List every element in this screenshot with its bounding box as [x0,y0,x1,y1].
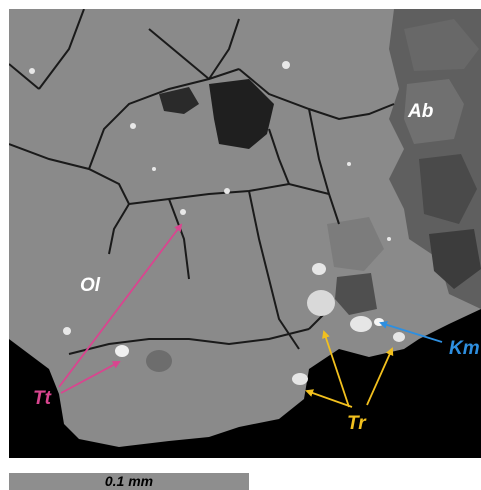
albite-grain-mid [404,19,479,71]
tt-arrow-1 [58,223,183,388]
km-arrow [379,320,443,343]
label-km: Km [449,338,480,359]
grain-mid-right [327,217,384,271]
troilite-grain-1 [307,290,335,316]
micrograph-image: Ab Ol Tt Tr Km [9,9,481,458]
fracture-zone [209,79,274,149]
troilite-grain-3 [393,332,405,342]
dark-inclusion [146,350,172,372]
small-bright-grain [312,263,326,275]
grain-dark-right [335,273,377,315]
label-ab: Ab [407,101,434,122]
scale-bar-label: 0.1 mm [104,473,154,489]
olivine-grain [9,9,481,447]
label-tr: Tr [347,413,367,434]
bright-inclusions [29,61,391,335]
tetrataenite-grain [115,345,129,357]
albite-grain-dark-2 [429,229,481,289]
scale-bar: 0.1 mm [9,473,249,490]
label-ol: Ol [80,275,101,296]
tt-arrow-2 [60,361,121,394]
tr-arrow-2 [305,389,353,408]
albite-grain-dark [419,154,477,224]
tr-arrow-3 [366,347,394,406]
label-tt: Tt [33,388,52,409]
troilite-grain-2 [350,316,372,332]
fracture-zone-2 [159,87,199,114]
albite-grain-light [404,79,464,144]
tr-arrow-1 [322,330,350,408]
troilite-grain-4 [292,373,308,385]
kamacite-grain [374,318,384,326]
